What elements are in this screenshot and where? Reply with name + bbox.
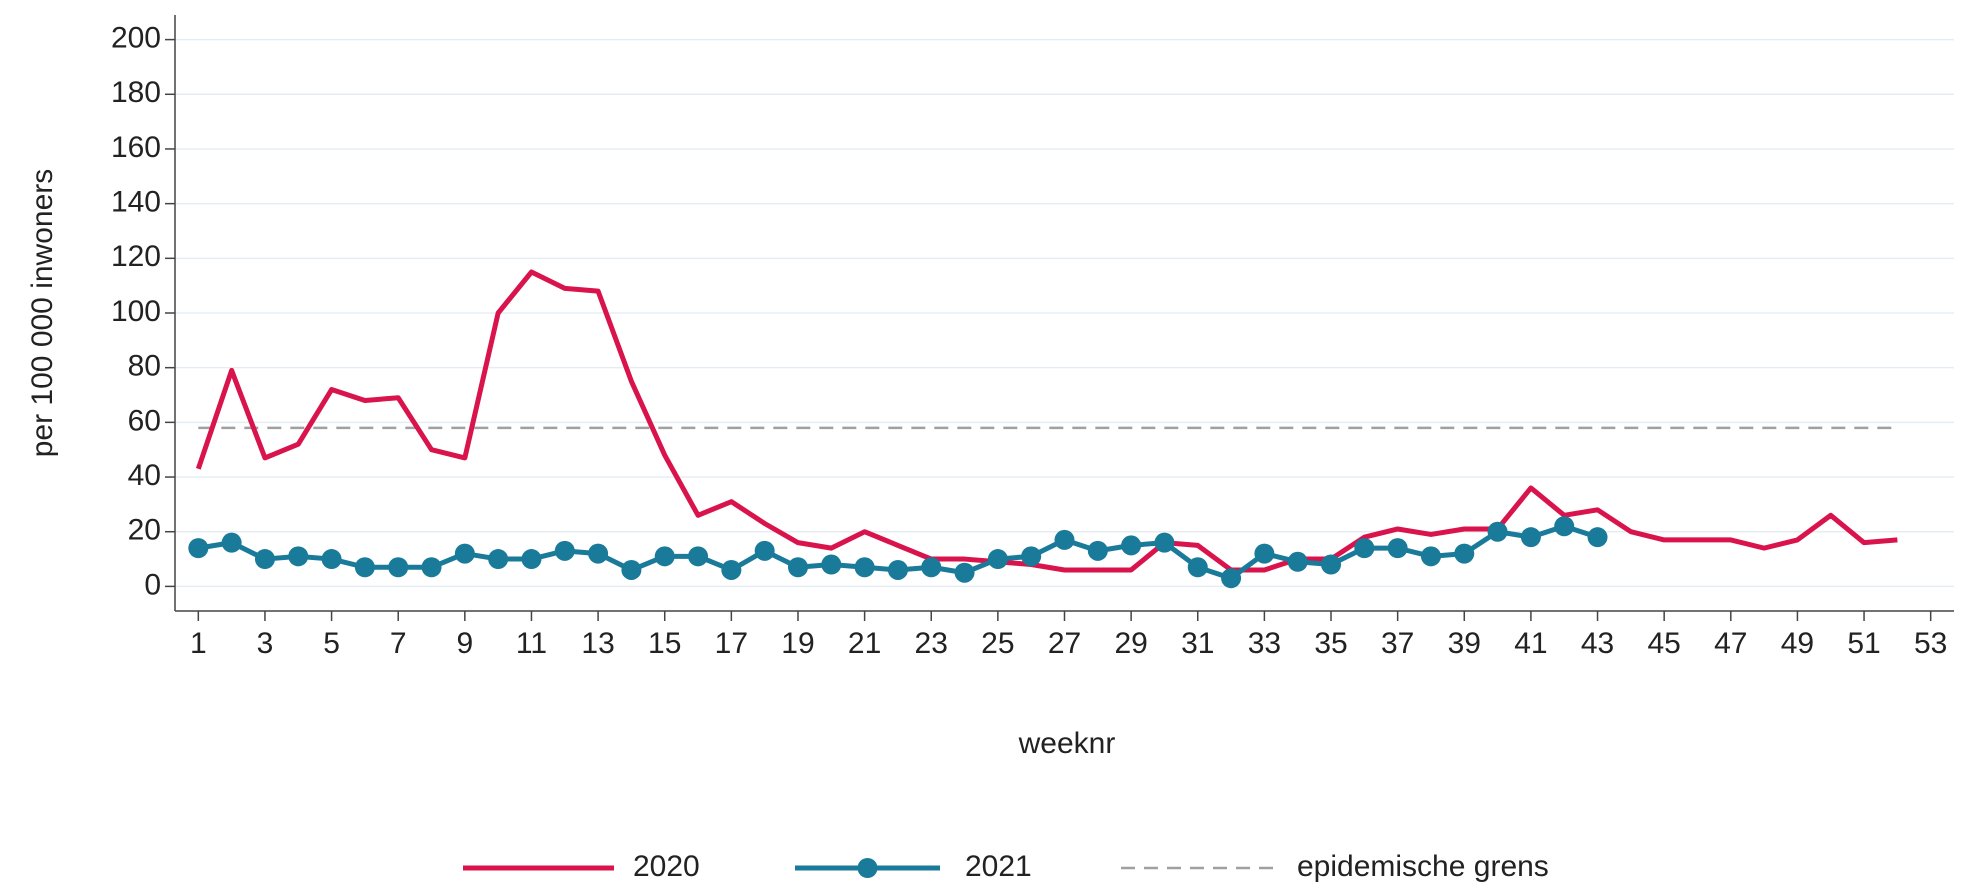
data-point bbox=[688, 546, 709, 567]
data-point bbox=[821, 554, 842, 575]
y-tick-label: 0 bbox=[144, 568, 161, 601]
series-line bbox=[195, 269, 1898, 573]
data-point bbox=[1554, 516, 1575, 537]
y-tick-label: 60 bbox=[128, 404, 161, 437]
x-tick-label: 37 bbox=[1381, 627, 1414, 660]
y-tick-label: 140 bbox=[111, 186, 161, 219]
data-point bbox=[288, 546, 309, 567]
y-axis-label: per 100 000 inwoners bbox=[26, 169, 59, 458]
x-tick-label: 23 bbox=[915, 627, 948, 660]
legend-label: 2020 bbox=[633, 850, 700, 883]
x-tick-label: 5 bbox=[323, 627, 340, 660]
data-point bbox=[1021, 546, 1042, 567]
x-tick-label: 19 bbox=[781, 627, 814, 660]
y-tick-label: 100 bbox=[111, 295, 161, 328]
x-tick-label: 11 bbox=[516, 627, 547, 660]
x-tick-label: 39 bbox=[1448, 627, 1481, 660]
data-point bbox=[887, 559, 908, 580]
y-tick-label: 80 bbox=[128, 350, 161, 383]
data-point bbox=[588, 543, 609, 564]
x-tick-label: 41 bbox=[1514, 627, 1547, 660]
data-point bbox=[1487, 521, 1508, 542]
x-tick-label: 25 bbox=[981, 627, 1014, 660]
y-tick-label: 160 bbox=[111, 131, 161, 164]
data-point bbox=[1587, 527, 1608, 548]
y-tick-label: 180 bbox=[111, 76, 161, 109]
data-point bbox=[254, 549, 275, 570]
data-point bbox=[654, 546, 675, 567]
x-tick-label: 51 bbox=[1847, 627, 1880, 660]
data-point bbox=[421, 557, 442, 578]
legend-label: epidemische grens bbox=[1297, 850, 1549, 883]
x-tick-label: 31 bbox=[1181, 627, 1214, 660]
data-point bbox=[1154, 532, 1175, 553]
data-point bbox=[1520, 527, 1541, 548]
x-tick-label: 1 bbox=[190, 627, 207, 660]
data-point bbox=[1087, 540, 1108, 561]
data-point bbox=[921, 557, 942, 578]
x-tick-label: 35 bbox=[1314, 627, 1347, 660]
x-tick-label: 21 bbox=[848, 627, 881, 660]
data-point bbox=[787, 557, 808, 578]
data-point bbox=[1054, 529, 1075, 550]
data-point bbox=[221, 532, 242, 553]
x-tick-label: 47 bbox=[1714, 627, 1747, 660]
data-point bbox=[1454, 543, 1475, 564]
y-tick-label: 40 bbox=[128, 459, 161, 492]
data-point bbox=[521, 549, 542, 570]
x-tick-label: 27 bbox=[1048, 627, 1081, 660]
data-point bbox=[1287, 551, 1308, 572]
data-point bbox=[987, 549, 1008, 570]
legend-label: 2021 bbox=[965, 850, 1032, 883]
data-point bbox=[1254, 543, 1275, 564]
x-tick-label: 13 bbox=[581, 627, 614, 660]
y-tick-label: 200 bbox=[111, 22, 161, 55]
data-point bbox=[1321, 554, 1342, 575]
data-point bbox=[954, 562, 975, 583]
data-point bbox=[488, 549, 509, 570]
data-point bbox=[621, 559, 642, 580]
data-point bbox=[1354, 538, 1375, 559]
data-point bbox=[1121, 535, 1142, 556]
x-tick-label: 7 bbox=[390, 627, 407, 660]
data-point bbox=[321, 549, 342, 570]
legend-marker bbox=[857, 858, 878, 878]
data-point bbox=[1420, 546, 1441, 567]
data-point bbox=[854, 557, 875, 578]
x-tick-label: 49 bbox=[1781, 627, 1814, 660]
y-tick-label: 20 bbox=[128, 514, 161, 547]
data-point bbox=[1221, 568, 1242, 589]
x-tick-label: 9 bbox=[456, 627, 473, 660]
data-point bbox=[354, 557, 375, 578]
x-tick-label: 33 bbox=[1248, 627, 1281, 660]
x-tick-label: 29 bbox=[1114, 627, 1147, 660]
x-axis-label: weeknr bbox=[1018, 727, 1116, 760]
data-point bbox=[388, 557, 409, 578]
x-tick-label: 43 bbox=[1581, 627, 1614, 660]
y-tick-label: 120 bbox=[111, 240, 161, 273]
data-point bbox=[454, 543, 475, 564]
x-tick-label: 53 bbox=[1914, 627, 1947, 660]
x-tick-label: 17 bbox=[715, 627, 748, 660]
data-point bbox=[188, 538, 209, 559]
data-point bbox=[1187, 557, 1208, 578]
data-point bbox=[1387, 538, 1408, 559]
data-point bbox=[754, 540, 775, 561]
x-tick-label: 3 bbox=[257, 627, 274, 660]
x-tick-label: 15 bbox=[648, 627, 681, 660]
data-point bbox=[721, 559, 742, 580]
data-point bbox=[554, 540, 575, 561]
x-tick-label: 45 bbox=[1647, 627, 1680, 660]
